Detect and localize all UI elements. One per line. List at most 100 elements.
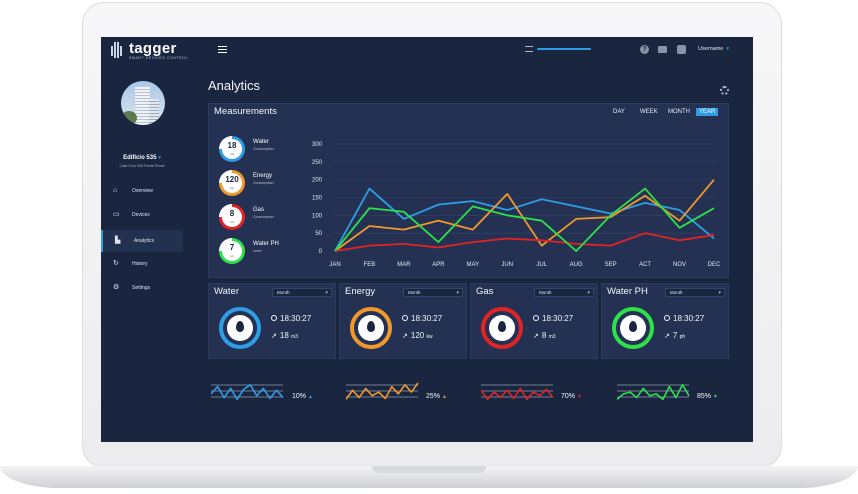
card-ring — [219, 307, 261, 349]
site-selector[interactable]: Edificio 535 ▾ — [101, 155, 183, 161]
sidebar-item-devices[interactable]: ▭ Devices — [101, 204, 183, 226]
x-tick-label: JAN — [329, 262, 340, 268]
sidebar-item-analytics[interactable]: ▙ Analytics — [101, 230, 183, 252]
logo-mark-icon — [111, 42, 125, 60]
x-tick-label: JUN — [501, 262, 513, 268]
sidebar-item-label: History — [132, 261, 148, 267]
top-bar: tagger SMART DEVICES CONTROL ? Username ▾ — [101, 37, 753, 64]
sparkline-water-ph-pct: 85% ▼ — [697, 393, 718, 400]
card-ring — [481, 307, 523, 349]
card-value: ↗ 18 m3 — [271, 331, 298, 340]
measurements-panel: Measurements DAY WEEK MONTH YEAR 18 m3 Wa… — [208, 103, 729, 278]
kpi-unit: m3 — [229, 152, 235, 156]
kpi-name: Water — [253, 139, 269, 145]
period-select[interactable]: Month — [272, 288, 332, 297]
range-day[interactable]: DAY — [613, 109, 625, 115]
chevron-down-icon: ▾ — [158, 155, 161, 161]
sidebar-item-label: Devices — [132, 212, 150, 218]
help-icon[interactable]: ? — [640, 45, 649, 54]
range-year[interactable]: YEAR — [696, 108, 719, 116]
kpi-unit: m3 — [229, 220, 235, 224]
range-week[interactable]: WEEK — [640, 109, 658, 115]
clock-icon — [664, 315, 670, 321]
menu-toggle-icon[interactable] — [218, 46, 227, 53]
sparkline-line — [481, 387, 554, 401]
home-icon: ⌂ — [113, 187, 118, 194]
x-tick-label: FEB — [364, 262, 376, 268]
sidebar-item-settings[interactable]: ⚙ Settings — [101, 277, 183, 299]
list-icon[interactable] — [525, 46, 533, 52]
sidebar-item-label: Settings — [132, 285, 151, 291]
sparkline-water — [211, 384, 284, 401]
laptop-notch — [372, 466, 486, 473]
kpi-energy: 120 kw Energy Consumption — [219, 170, 329, 196]
card-title: Water PH — [607, 286, 648, 297]
kpi-unit: ph — [230, 254, 234, 258]
x-tick-label: JUL — [536, 262, 547, 268]
mail-icon[interactable] — [658, 46, 667, 53]
sidebar-item-label: Analytics — [134, 238, 155, 244]
period-select[interactable]: Month — [665, 288, 725, 297]
range-month[interactable]: MONTH — [668, 109, 690, 115]
card-water: Water Month 18:30:27 ↗18 m3 — [208, 283, 336, 359]
kpi-value: 120 — [225, 175, 239, 184]
app-screen: tagger SMART DEVICES CONTROL ? Username ▾… — [101, 37, 753, 442]
kpi-unit: kw — [230, 186, 234, 190]
y-tick-label: 300 — [312, 142, 323, 148]
kpi-sub: Level — [253, 249, 262, 253]
sparkline-line — [346, 382, 419, 400]
card-water-ph: Water PH Month 18:30:27 ↗7 ph — [601, 283, 729, 359]
x-tick-label: MAR — [397, 262, 411, 268]
monitor-icon: ▭ — [113, 211, 120, 218]
card-value: ↗ 7 ph — [664, 331, 686, 340]
clock-icon — [402, 315, 408, 321]
sidebar-item-history[interactable]: ↻ History — [101, 253, 183, 275]
kpi-sub: Consumption — [253, 147, 274, 151]
sidebar-item-overview[interactable]: ⌂ Overview — [101, 180, 183, 202]
sparkline-line — [617, 384, 690, 401]
kpi-water: 18 m3 Water Consumption — [219, 136, 329, 162]
water-drop-icon — [236, 321, 244, 332]
kpi-sub: Consumption — [253, 181, 274, 185]
card-time: 18:30:27 — [271, 314, 311, 323]
brand-name: tagger — [129, 40, 177, 57]
card-value: ↗ 120 kw — [402, 331, 433, 340]
x-tick-label: DEC — [708, 262, 721, 268]
kpi-sub: Consumption — [253, 215, 274, 219]
period-select[interactable]: Month — [403, 288, 463, 297]
sparkline-line — [211, 384, 284, 401]
card-title: Energy — [345, 286, 376, 297]
sparkline-energy-pct: 25% ▲ — [426, 393, 447, 400]
measurements-title: Measurements — [214, 106, 277, 117]
card-value: ↗ 8 m3 — [533, 331, 556, 340]
y-tick-label: 50 — [315, 231, 322, 237]
x-tick-label: ACT — [639, 262, 651, 268]
x-tick-label: MAY — [467, 262, 480, 268]
trend-arrow-icon: ▼ — [712, 394, 718, 400]
top-progress-bar — [537, 48, 591, 50]
site-avatar[interactable] — [121, 81, 165, 125]
period-select[interactable]: Month — [534, 288, 594, 297]
kpi-name: Gas — [253, 207, 265, 213]
sidebar: Edificio 535 ▾ Calle 3 No 535 Frente Pinn… — [101, 64, 183, 442]
page-settings-gear-icon[interactable] — [720, 86, 729, 95]
y-tick-label: 100 — [312, 213, 323, 219]
card-title: Water — [214, 286, 239, 297]
card-ring — [350, 307, 392, 349]
trend-arrow-icon: ▲ — [307, 394, 313, 400]
user-menu[interactable]: Username ▾ — [698, 46, 729, 52]
kpi-gas: 8 m3 Gas Consumption — [219, 204, 329, 230]
brand-logo[interactable]: tagger SMART DEVICES CONTROL — [111, 40, 188, 60]
card-title: Gas — [476, 286, 494, 297]
notification-icon[interactable] — [677, 45, 686, 54]
measurements-line-chart: 300 250 200 150 100 50 0 JAN FEB MAR APR MAY JUN JUL A… — [312, 142, 721, 268]
kpi-value: 18 — [227, 141, 237, 150]
card-time: 18:30:27 — [533, 314, 573, 323]
sparkline-water-pct: 10% ▲ — [292, 393, 313, 400]
kpi-ring: 7 ph — [219, 238, 245, 264]
gas-drop-icon — [498, 321, 506, 332]
x-tick-label: NOV — [673, 262, 686, 268]
sparkline-energy — [346, 382, 419, 400]
kpi-ring: 8 m3 — [219, 204, 245, 230]
series-line-2 — [334, 232, 715, 252]
